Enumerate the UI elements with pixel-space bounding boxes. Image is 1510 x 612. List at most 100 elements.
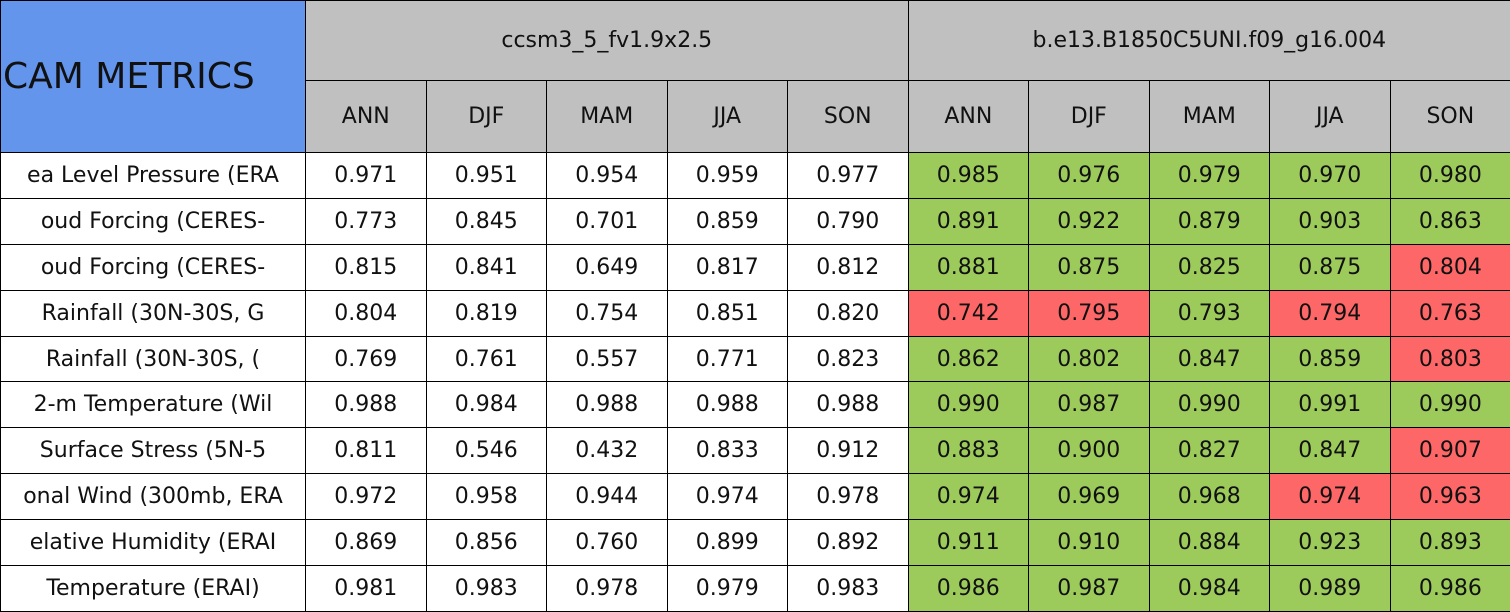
- metric-value: 0.869: [306, 520, 427, 566]
- metric-value: 0.988: [306, 382, 427, 428]
- metric-value: 0.875: [1270, 244, 1391, 290]
- metric-value: 0.990: [908, 382, 1029, 428]
- metric-value: 0.988: [547, 382, 668, 428]
- metric-value: 0.804: [1390, 244, 1510, 290]
- metric-value: 0.979: [1149, 153, 1270, 199]
- metric-value: 0.875: [1029, 244, 1150, 290]
- metric-value: 0.862: [908, 336, 1029, 382]
- metric-value: 0.841: [426, 244, 547, 290]
- metric-value: 0.903: [1270, 198, 1391, 244]
- metric-value: 0.859: [1270, 336, 1391, 382]
- metric-value: 0.987: [1029, 566, 1150, 612]
- season-header: SON: [1390, 81, 1510, 153]
- metric-value: 0.944: [547, 474, 668, 520]
- season-header: DJF: [426, 81, 547, 153]
- metric-value: 0.773: [306, 198, 427, 244]
- metric-value: 0.974: [1270, 474, 1391, 520]
- metric-value: 0.985: [908, 153, 1029, 199]
- metric-label: oud Forcing (CERES-: [1, 198, 306, 244]
- metric-value: 0.754: [547, 290, 668, 336]
- metric-value: 0.891: [908, 198, 1029, 244]
- metric-value: 0.859: [667, 198, 788, 244]
- metric-value: 0.978: [788, 474, 909, 520]
- metric-value: 0.987: [1029, 382, 1150, 428]
- metric-value: 0.984: [426, 382, 547, 428]
- metric-value: 0.820: [788, 290, 909, 336]
- metric-value: 0.911: [908, 520, 1029, 566]
- metric-value: 0.811: [306, 428, 427, 474]
- metric-value: 0.969: [1029, 474, 1150, 520]
- group-header: ccsm3_5_fv1.9x2.5: [306, 1, 909, 81]
- season-header: DJF: [1029, 81, 1150, 153]
- metric-value: 0.794: [1270, 290, 1391, 336]
- metric-value: 0.900: [1029, 428, 1150, 474]
- metric-value: 0.990: [1149, 382, 1270, 428]
- metric-value: 0.884: [1149, 520, 1270, 566]
- season-header: ANN: [306, 81, 427, 153]
- season-header: SON: [788, 81, 909, 153]
- metric-value: 0.763: [1390, 290, 1510, 336]
- metric-label: onal Wind (300mb, ERA: [1, 474, 306, 520]
- metric-value: 0.912: [788, 428, 909, 474]
- metric-value: 0.976: [1029, 153, 1150, 199]
- metric-value: 0.825: [1149, 244, 1270, 290]
- metric-value: 0.983: [788, 566, 909, 612]
- season-header: JJA: [667, 81, 788, 153]
- metric-value: 0.804: [306, 290, 427, 336]
- metric-value: 0.819: [426, 290, 547, 336]
- metric-label: ea Level Pressure (ERA: [1, 153, 306, 199]
- metric-value: 0.827: [1149, 428, 1270, 474]
- metric-value: 0.823: [788, 336, 909, 382]
- metric-value: 0.893: [1390, 520, 1510, 566]
- metric-value: 0.970: [1270, 153, 1391, 199]
- metric-label: Temperature (ERAI): [1, 566, 306, 612]
- metric-value: 0.793: [1149, 290, 1270, 336]
- metric-label: Surface Stress (5N-5: [1, 428, 306, 474]
- metric-value: 0.991: [1270, 382, 1391, 428]
- season-header: ANN: [908, 81, 1029, 153]
- metric-value: 0.971: [306, 153, 427, 199]
- table-title: CAM METRICS: [1, 1, 306, 153]
- metric-value: 0.856: [426, 520, 547, 566]
- metric-value: 0.649: [547, 244, 668, 290]
- metric-label: Rainfall (30N-30S, G: [1, 290, 306, 336]
- metric-value: 0.761: [426, 336, 547, 382]
- metric-value: 0.432: [547, 428, 668, 474]
- group-header: b.e13.B1850C5UNI.f09_g16.004: [908, 1, 1510, 81]
- metric-value: 0.910: [1029, 520, 1150, 566]
- metric-value: 0.980: [1390, 153, 1510, 199]
- metric-value: 0.863: [1390, 198, 1510, 244]
- metric-value: 0.899: [667, 520, 788, 566]
- metric-value: 0.879: [1149, 198, 1270, 244]
- metric-value: 0.817: [667, 244, 788, 290]
- metric-value: 0.847: [1270, 428, 1391, 474]
- metric-value: 0.981: [306, 566, 427, 612]
- metric-value: 0.974: [908, 474, 1029, 520]
- metric-value: 0.883: [908, 428, 1029, 474]
- metric-value: 0.812: [788, 244, 909, 290]
- metric-value: 0.546: [426, 428, 547, 474]
- metric-value: 0.802: [1029, 336, 1150, 382]
- metric-label: oud Forcing (CERES-: [1, 244, 306, 290]
- metric-value: 0.892: [788, 520, 909, 566]
- metric-value: 0.979: [667, 566, 788, 612]
- metric-value: 0.790: [788, 198, 909, 244]
- metric-value: 0.986: [1390, 566, 1510, 612]
- metric-value: 0.760: [547, 520, 668, 566]
- metric-value: 0.881: [908, 244, 1029, 290]
- metric-label: 2-m Temperature (Wil: [1, 382, 306, 428]
- metric-value: 0.958: [426, 474, 547, 520]
- season-header: MAM: [1149, 81, 1270, 153]
- metric-value: 0.959: [667, 153, 788, 199]
- metric-value: 0.742: [908, 290, 1029, 336]
- season-header: JJA: [1270, 81, 1391, 153]
